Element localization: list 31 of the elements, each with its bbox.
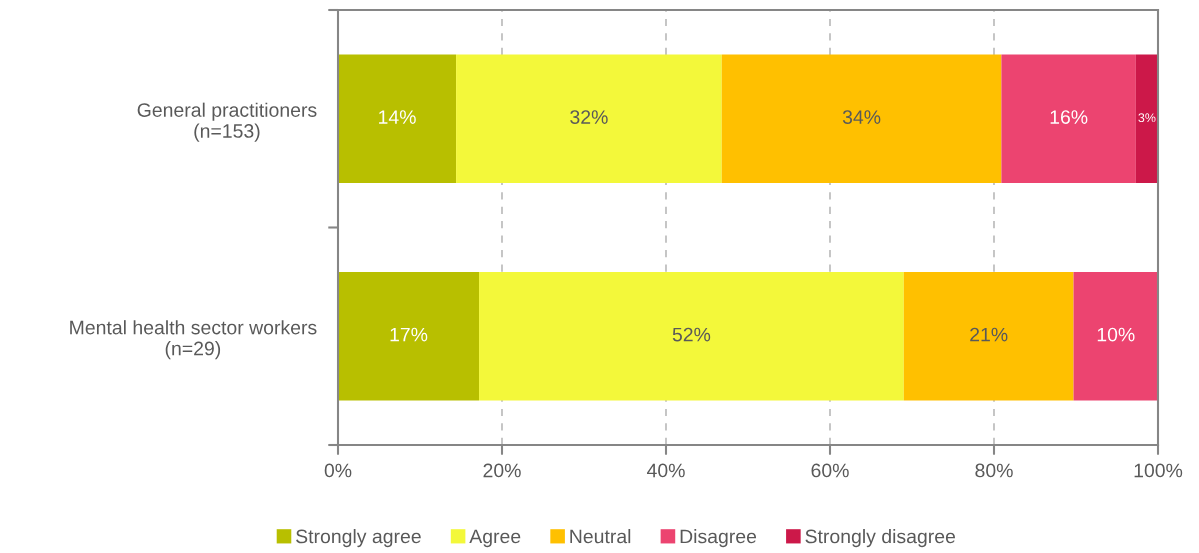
x-tick-label: 100% xyxy=(1134,463,1183,478)
legend-label: Strongly disagree xyxy=(805,529,956,548)
legend-label: Strongly agree xyxy=(296,529,421,548)
legend-label: Agree xyxy=(469,529,521,548)
x-tick-label: 20% xyxy=(483,463,521,478)
bar xyxy=(1073,272,1158,401)
x-tick-label: 60% xyxy=(811,463,849,478)
data-label: 34% xyxy=(842,110,881,124)
data-label: 14% xyxy=(379,110,416,124)
data-label: 21% xyxy=(970,327,1008,342)
legend-label: Disagree xyxy=(680,529,757,548)
bar xyxy=(721,54,1002,183)
data-label: 10% xyxy=(1097,327,1135,342)
bar xyxy=(338,272,480,401)
x-tick-label: 0% xyxy=(324,463,352,478)
bar xyxy=(1135,54,1158,183)
bar xyxy=(456,54,722,183)
y-tick-label: Mental health sector workers (n=29) xyxy=(70,320,317,360)
x-tick-label: 80% xyxy=(975,463,1013,478)
legend-label: Neutral xyxy=(570,529,631,544)
bar xyxy=(479,272,904,401)
data-label: 32% xyxy=(570,110,608,124)
bar xyxy=(903,272,1074,401)
y-tick-label: General practitioners (n=153) xyxy=(137,102,317,142)
bar xyxy=(338,54,457,183)
data-label: 3% xyxy=(1138,113,1156,123)
data-label: 16% xyxy=(1050,110,1088,124)
data-label: 52% xyxy=(672,327,711,342)
bar xyxy=(1001,54,1136,183)
data-label: 17% xyxy=(390,327,428,342)
x-tick-label: 40% xyxy=(646,463,685,478)
